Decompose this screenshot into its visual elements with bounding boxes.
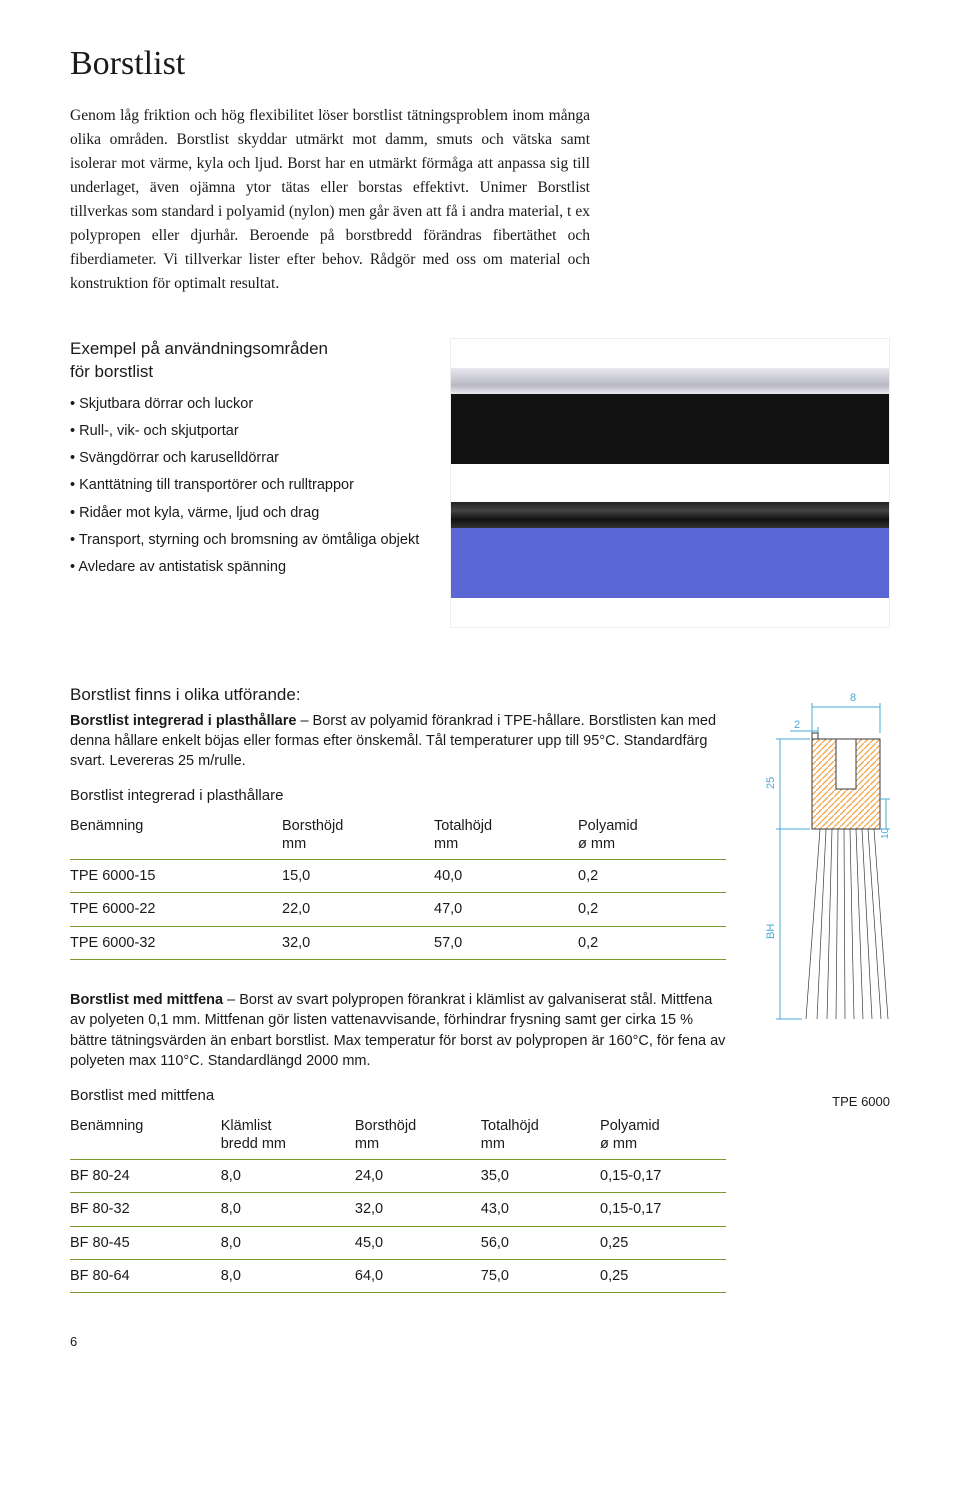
- product-photo: [450, 338, 890, 628]
- list-item: Transport, styrning och bromsning av ömt…: [70, 530, 420, 550]
- variant2-lead: Borstlist med mittfena: [70, 992, 223, 1008]
- list-item: Avledare av antistatisk spänning: [70, 557, 420, 577]
- variants-section: Borstlist finns i olika utförande: Borst…: [70, 683, 890, 1324]
- examples-row: Exempel på användningsområden för borstl…: [70, 338, 890, 628]
- variant1-lead: Borstlist integrerad i plasthållare: [70, 713, 296, 729]
- brush-sample-1: [451, 368, 889, 464]
- table2-col3: Totalhöjdmm: [481, 1112, 600, 1159]
- table-row: BF 80-648,064,075,00,25: [70, 1259, 726, 1292]
- examples-heading-1: Exempel på användningsområden: [70, 339, 328, 358]
- dim-label-2: 2: [794, 719, 800, 731]
- table2-col2: Borsthöjdmm: [355, 1112, 481, 1159]
- dimension-figure-wrapper: 8 2: [750, 683, 890, 1109]
- table-row: TPE 6000-3232,057,00,2: [70, 926, 726, 959]
- list-item: Svängdörrar och karuselldörrar: [70, 448, 420, 468]
- dim-label-bh: BH: [765, 923, 777, 938]
- table1-col2: Totalhöjdmm: [434, 812, 578, 859]
- table-row: BF 80-458,045,056,00,25: [70, 1226, 726, 1259]
- page-number: 6: [70, 1333, 890, 1351]
- table2-col1: Klämlistbredd mm: [221, 1112, 355, 1159]
- list-item: Rull-, vik- och skjutportar: [70, 421, 420, 441]
- table1-title: Borstlist integrerad i plasthållare: [70, 785, 726, 806]
- examples-list: Skjutbara dörrar och luckor Rull-, vik- o…: [70, 394, 420, 578]
- intro-paragraph: Genom låg friktion och hög flexibilitet …: [70, 104, 590, 296]
- table1-col3: Polyamidø mm: [578, 812, 726, 859]
- variant1-description: Borstlist integrerad i plasthållare – Bo…: [70, 711, 726, 772]
- table-row: BF 80-328,032,043,00,15-0,17: [70, 1193, 726, 1226]
- list-item: Ridåer mot kyla, värme, ljud och drag: [70, 503, 420, 523]
- table-row: BF 80-248,024,035,00,15-0,17: [70, 1160, 726, 1193]
- dim-label-8: 8: [850, 692, 856, 704]
- variant2-description: Borstlist med mittfena – Borst av svart …: [70, 990, 726, 1071]
- dim-label-25: 25: [765, 776, 777, 788]
- list-item: Kanttätning till transportörer och rullt…: [70, 475, 420, 495]
- table2-col4: Polyamidø mm: [600, 1112, 726, 1159]
- table-row: TPE 6000-1515,040,00,2: [70, 860, 726, 893]
- examples-block: Exempel på användningsområden för borstl…: [70, 338, 420, 628]
- examples-heading: Exempel på användningsområden för borstl…: [70, 338, 420, 384]
- figure-caption: TPE 6000: [832, 1093, 890, 1111]
- examples-heading-2: för borstlist: [70, 362, 153, 381]
- table1-col0: Benämning: [70, 812, 282, 859]
- table2: Benämning Klämlistbredd mm Borsthöjdmm T…: [70, 1112, 726, 1293]
- variants-heading: Borstlist finns i olika utförande:: [70, 683, 726, 707]
- table1-col1: Borsthöjdmm: [282, 812, 434, 859]
- table-row: TPE 6000-2222,047,00,2: [70, 893, 726, 926]
- brush-sample-2: [451, 502, 889, 598]
- table2-title: Borstlist med mittfena: [70, 1085, 726, 1106]
- table2-col0: Benämning: [70, 1112, 221, 1159]
- dim-label-10: 10: [880, 827, 890, 839]
- dimension-figure: 8 2: [750, 689, 890, 1109]
- table1: Benämning Borsthöjdmm Totalhöjdmm Polyam…: [70, 812, 726, 960]
- page-title: Borstlist: [70, 40, 890, 88]
- list-item: Skjutbara dörrar och luckor: [70, 394, 420, 414]
